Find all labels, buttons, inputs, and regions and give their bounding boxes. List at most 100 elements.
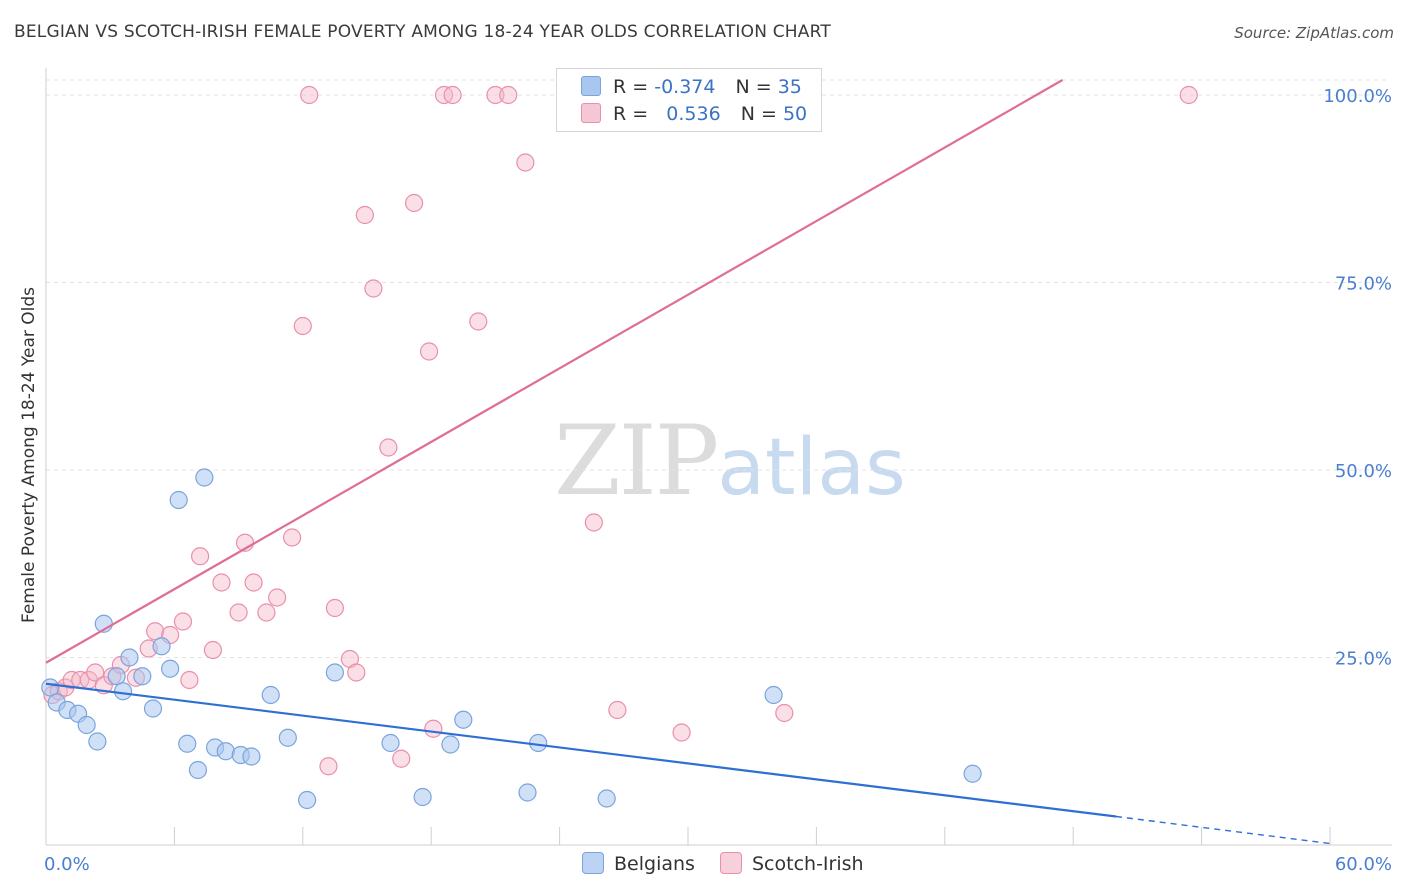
gridlines xyxy=(46,79,1390,658)
legend-n-value: 35 xyxy=(777,76,802,98)
belgian-point xyxy=(195,468,214,487)
legend-r-value: -0.374 xyxy=(654,76,716,98)
x-tick-label: 0.0% xyxy=(44,854,90,875)
belgian-trend-extension xyxy=(1115,815,1331,845)
belgian-point xyxy=(261,685,280,705)
legend-r-value: 0.536 xyxy=(666,103,721,125)
legend-row-belgians: R = -0.374 N = 35 xyxy=(581,76,802,100)
scotch-irish-point xyxy=(203,640,223,660)
belgian-point xyxy=(143,699,163,718)
scotch-irish-point xyxy=(300,85,319,105)
belgian-point xyxy=(278,728,297,747)
correlation-legend: R = -0.374 N = 35 R = 0.536 N = 50 xyxy=(556,68,822,132)
belgian-point xyxy=(597,789,616,808)
y-tick-label: 100.0% xyxy=(1323,86,1392,107)
belgian-point xyxy=(178,734,197,753)
belgian-point xyxy=(242,747,261,766)
scotch-irish-point xyxy=(268,588,287,607)
scotch-irish-point xyxy=(608,700,627,720)
scotch-irish-trend-line xyxy=(45,79,1064,664)
belgian-point xyxy=(120,648,139,667)
axes xyxy=(45,68,1392,846)
scotch-irish-point xyxy=(293,316,312,336)
scotch-irish-point xyxy=(486,85,505,105)
scotch-irish-point xyxy=(173,612,193,631)
belgian-trend-line xyxy=(45,682,1117,818)
belgian-point xyxy=(41,678,60,697)
belgian-point xyxy=(188,760,208,780)
scotch-irish-point xyxy=(364,279,383,298)
series-swatch-scotch-irish xyxy=(720,852,742,874)
belgian-point xyxy=(133,667,152,686)
legend-n-value: 50 xyxy=(782,103,808,125)
trend-lines xyxy=(45,79,1331,845)
belgian-point xyxy=(518,783,537,802)
belgian-point xyxy=(963,764,982,783)
series-legend-label: Scotch-Irish xyxy=(752,853,864,875)
legend-n-label: N = xyxy=(740,103,777,125)
legend-n-label: N = xyxy=(735,76,772,98)
belgian-point xyxy=(381,733,400,753)
belgian-point xyxy=(216,742,235,761)
scotch-irish-point xyxy=(1179,85,1198,105)
scotch-irish-point xyxy=(146,622,165,641)
scotch-irish-point xyxy=(257,603,276,622)
scotch-irish-point xyxy=(469,312,488,331)
watermark-atlas: atlas xyxy=(717,423,906,513)
scotch-irish-point xyxy=(419,342,439,361)
belgian-point xyxy=(297,790,317,810)
scotch-irish-point xyxy=(347,663,366,682)
scotch-irish-point xyxy=(672,723,691,742)
watermark-zip: ZIP xyxy=(554,405,719,517)
scotch-irish-point xyxy=(443,85,462,105)
belgian-point xyxy=(88,732,107,751)
scotch-irish-point xyxy=(190,547,210,566)
belgian-point xyxy=(325,663,344,682)
scotch-irish-point xyxy=(392,749,411,768)
scotch-irish-point xyxy=(404,193,424,213)
scotch-irish-point xyxy=(516,153,535,172)
series-legend: Belgians Scotch-Irish xyxy=(0,852,1406,878)
series-swatch-belgians xyxy=(582,852,604,874)
scotch-irish-points xyxy=(43,85,1198,776)
belgian-point xyxy=(169,490,188,510)
scotch-irish-point xyxy=(244,573,263,592)
legend-r-label: R = xyxy=(613,76,649,98)
belgian-point xyxy=(161,659,180,678)
scotch-irish-point xyxy=(355,205,374,225)
belgian-point xyxy=(441,735,460,754)
scotch-irish-point xyxy=(424,719,443,738)
scotch-irish-point xyxy=(775,703,794,723)
belgian-point xyxy=(107,667,126,686)
scotch-irish-point xyxy=(86,663,105,682)
belgian-point xyxy=(413,787,432,807)
series-legend-belgians: Belgians xyxy=(582,852,695,875)
scotch-irish-point xyxy=(379,438,398,457)
zipatlas-watermark: ZIPatlas xyxy=(554,405,906,517)
belgian-point xyxy=(454,710,473,729)
legend-swatch-belgians xyxy=(581,76,601,96)
scotch-irish-point xyxy=(499,85,518,105)
legend-r-label: R = xyxy=(613,103,649,125)
scotch-irish-point xyxy=(212,573,231,592)
chart-title: BELGIAN VS SCOTCH-IRISH FEMALE POVERTY A… xyxy=(14,22,831,42)
y-tick-label: 25.0% xyxy=(1335,649,1392,670)
legend-row-scotch-irish: R = 0.536 N = 50 xyxy=(581,103,807,127)
y-axis-label: Female Poverty Among 18-24 Year Olds xyxy=(19,287,39,623)
belgian-point xyxy=(152,637,171,656)
scotch-irish-point xyxy=(283,528,302,547)
belgian-points xyxy=(41,468,982,810)
y-tick-label: 75.0% xyxy=(1335,274,1392,295)
source-label: Source: ZipAtlas.com xyxy=(1234,24,1394,42)
scotch-irish-point xyxy=(229,603,248,622)
legend-swatch-scotch-irish xyxy=(581,103,601,123)
y-tick-label: 50.0% xyxy=(1335,461,1392,482)
series-legend-scotch-irish: Scotch-Irish xyxy=(720,852,864,875)
belgian-point xyxy=(113,682,133,701)
tick-labels: 25.0% 50.0% 75.0% 100.0% 0.0% 60.0% xyxy=(44,86,1392,875)
scotch-irish-point xyxy=(180,670,199,690)
belgian-point xyxy=(764,685,783,705)
scotch-irish-point xyxy=(584,513,603,532)
scotch-irish-point xyxy=(325,598,344,618)
